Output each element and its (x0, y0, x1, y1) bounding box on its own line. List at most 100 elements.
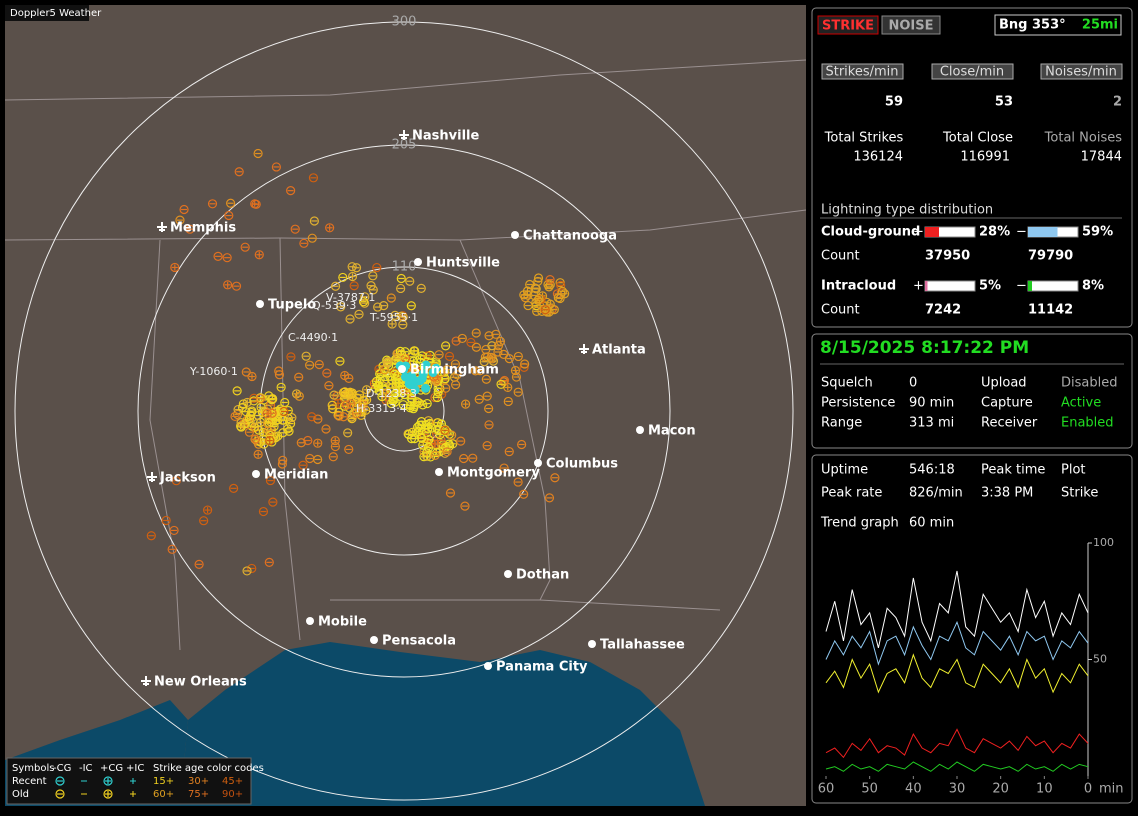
strike-symbol (431, 363, 441, 373)
strike-symbol (202, 505, 213, 515)
bar (1028, 227, 1058, 237)
rate-header-box (821, 63, 904, 80)
strike-symbol (296, 438, 306, 448)
y-tick-label: 50 (1093, 653, 1107, 666)
strike-symbol (433, 387, 443, 397)
airport-icon (147, 472, 157, 482)
city-dot (414, 258, 422, 266)
strike-symbol (271, 407, 281, 417)
panel (811, 7, 1133, 328)
strike-symbol (242, 566, 252, 576)
strike-symbol (170, 262, 180, 273)
strike-symbol (213, 251, 223, 261)
strike-symbol (344, 389, 354, 399)
strike-symbol (241, 367, 251, 377)
city-label: Nashville (412, 129, 479, 144)
strike-symbol (336, 302, 346, 312)
strike-symbol (347, 262, 357, 272)
strike-symbol (280, 397, 290, 408)
strike-symbol (441, 383, 451, 393)
trend-line (825, 653, 1089, 694)
gulf (180, 642, 705, 806)
bearing: Bng 353° (999, 18, 1066, 33)
strike-symbol (553, 293, 563, 303)
trend-line (825, 620, 1089, 666)
strike-symbol (276, 382, 286, 392)
legend: Symbols -CG -IC +CG +IC Strike age color… (6, 757, 264, 805)
strike-symbol (513, 351, 523, 362)
strike-symbol (513, 477, 523, 487)
strike-symbol (450, 380, 461, 390)
strike-symbol (171, 476, 181, 486)
strike-symbol (103, 776, 113, 786)
total-label: Total Noises (1044, 131, 1123, 146)
strike-symbol (545, 274, 555, 285)
strike-symbol (533, 273, 544, 283)
airport-icon (157, 222, 167, 232)
strike-symbol (244, 414, 255, 424)
strike-symbol (338, 272, 348, 283)
strike-symbol (324, 381, 334, 391)
strike-symbol (258, 506, 269, 517)
percent: 5% (979, 279, 1001, 294)
legend-label: Old (12, 789, 29, 800)
strike-symbol (523, 290, 533, 300)
strike-symbol (313, 438, 323, 448)
strike-symbol (185, 224, 195, 234)
strike-symbol (368, 271, 378, 281)
strike-symbol (404, 379, 414, 389)
strike-symbol (349, 281, 359, 291)
noise-button[interactable] (881, 15, 941, 35)
strike-symbol (277, 459, 287, 469)
strike-symbol (240, 242, 250, 252)
city-label: Chattanooga (523, 229, 617, 244)
strike-symbol (351, 263, 362, 273)
strike-symbol (230, 411, 240, 422)
strike-symbol (347, 271, 358, 282)
strike-symbol (271, 162, 282, 172)
strike-symbol (421, 383, 431, 393)
sign: + (913, 225, 924, 240)
strike-symbol (482, 391, 492, 401)
strike-symbol (493, 341, 504, 351)
strike-symbol (249, 396, 259, 406)
strike-symbol (396, 283, 406, 294)
cell-label: H-3313·4 (356, 402, 407, 415)
strike-symbol (354, 309, 364, 319)
legend-type: -CG (53, 763, 71, 774)
strike-symbol (445, 488, 456, 498)
percent: 59% (1082, 225, 1113, 240)
status-value: 313 mi (909, 416, 954, 431)
city-label: Panama City (496, 660, 588, 675)
strike-symbol (496, 379, 506, 389)
total-value: 17844 (1081, 150, 1122, 165)
strike-layer (146, 148, 570, 576)
cell-label: Q-539·3 (312, 299, 356, 312)
count: 37950 (925, 249, 970, 264)
rate-value: 59 (885, 95, 903, 110)
strike-symbol (417, 351, 427, 361)
strike-symbol (179, 204, 189, 215)
strike-symbol (194, 559, 204, 569)
strike-symbol (345, 314, 355, 324)
strike-symbol (417, 433, 427, 443)
strike-symbol (468, 453, 478, 463)
strike-button-label: STRIKE (822, 19, 874, 34)
city-label: Pensacola (382, 634, 456, 649)
city-dot (534, 459, 542, 467)
strike-symbol (333, 410, 343, 420)
legend-type: +IC (126, 763, 144, 774)
sign: − (1016, 279, 1027, 294)
status-label: Squelch (821, 376, 873, 391)
strike-button[interactable] (817, 15, 879, 35)
strike-symbol (351, 409, 362, 419)
strike-symbol (329, 390, 339, 400)
count: 79790 (1028, 249, 1073, 264)
strike-symbol (388, 396, 398, 406)
strike-symbol (434, 350, 444, 360)
strike-symbol (270, 433, 281, 443)
map: 300 205 110 Nashville Memphis Chattanooga H… (4, 5, 807, 806)
city-label: Montgomery (447, 466, 540, 481)
strike-symbol (444, 351, 455, 362)
strike-symbol (167, 544, 177, 554)
